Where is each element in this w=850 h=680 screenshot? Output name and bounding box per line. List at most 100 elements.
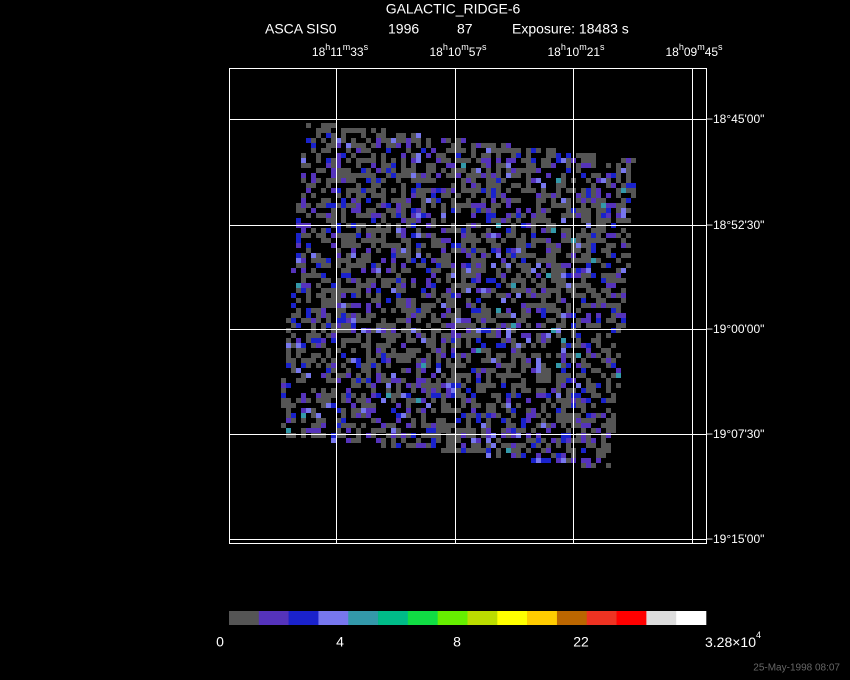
pixel [596,313,601,318]
pixel [481,348,486,353]
pixel [306,373,311,378]
ra-label-part: m [343,42,351,52]
pixel [301,278,306,283]
pixel [296,338,301,343]
pixel [621,213,626,218]
pixel [406,403,411,408]
ra-label: 18h10m21s [547,42,605,59]
pixel [586,398,591,403]
pixel [566,163,571,168]
pixel [301,208,306,213]
pixel [511,158,516,163]
pixel [356,198,361,203]
pixel [306,398,311,403]
pixel [521,333,526,338]
pixel [306,138,311,143]
pixel [506,163,511,168]
pixel [321,338,326,343]
pixel [561,408,566,413]
pixel [596,203,601,208]
pixel [566,253,571,258]
pixel [361,253,366,258]
pixel [496,363,501,368]
pixel [451,443,456,448]
pixel [621,228,626,233]
pixel [581,188,586,193]
pixel [436,368,441,373]
pixel [531,428,536,433]
pixel [326,363,331,368]
pixel [401,213,406,218]
pixel [301,433,306,438]
pixel [456,363,461,368]
pixel [316,178,321,183]
pixel [456,438,461,443]
pixel [336,278,341,283]
pixel [396,228,401,233]
pixel [366,303,371,308]
pixel [421,388,426,393]
pixel [581,448,586,453]
colorbar-cell [378,611,409,625]
pixel [321,343,326,348]
pixel [556,458,561,463]
pixel [611,283,616,288]
pixel [521,288,526,293]
pixel [416,408,421,413]
pixel [361,343,366,348]
pixel [426,283,431,288]
pixel [531,163,536,168]
pixel [606,173,611,178]
pixel [596,383,601,388]
pixel [346,263,351,268]
pixel [486,423,491,428]
pixel [476,183,481,188]
pixel [526,448,531,453]
pixel [486,328,491,333]
pixel [376,378,381,383]
pixel [406,338,411,343]
pixel [471,368,476,373]
pixel [546,443,551,448]
pixel [491,183,496,188]
pixel [321,323,326,328]
pixel [516,433,521,438]
pixel [606,233,611,238]
pixel [556,273,561,278]
pixel [386,338,391,343]
pixel [466,248,471,253]
pixel [431,433,436,438]
pixel [586,238,591,243]
pixel [511,428,516,433]
pixel [506,433,511,438]
pixel [301,318,306,323]
pixel [411,233,416,238]
colorbar-cell [527,611,558,625]
pixel [471,258,476,263]
pixel [581,198,586,203]
pixel [471,278,476,283]
pixel [526,363,531,368]
pixel [531,413,536,418]
pixel [376,183,381,188]
pixel [486,308,491,313]
pixel [311,388,316,393]
pixel [401,248,406,253]
pixel [536,438,541,443]
pixel [516,213,521,218]
pixel [391,328,396,333]
pixel [426,188,431,193]
pixel [611,393,616,398]
pixel [386,393,391,398]
pixel [461,158,466,163]
pixel [601,228,606,233]
pixel [606,213,611,218]
pixel [316,133,321,138]
pixel [446,228,451,233]
pixel [426,383,431,388]
pixel [341,238,346,243]
pixel [341,208,346,213]
pixel [346,398,351,403]
pixel [556,443,561,448]
pixel [451,283,456,288]
